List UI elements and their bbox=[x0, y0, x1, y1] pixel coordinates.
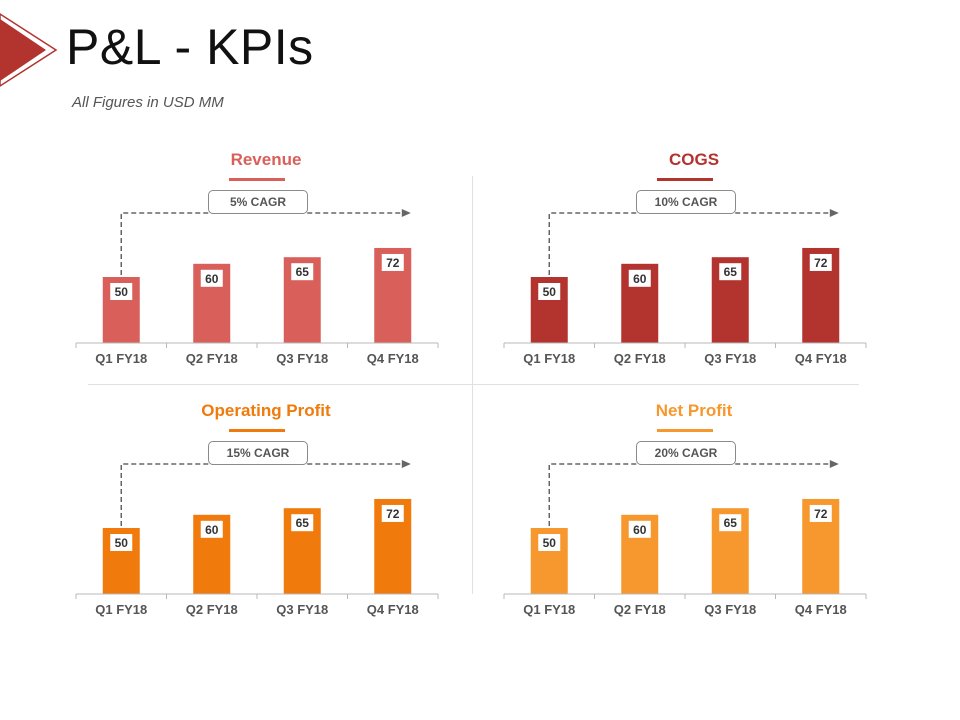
cagr-arrow-line bbox=[120, 212, 402, 275]
x-tick-label: Q1 FY18 bbox=[523, 351, 575, 366]
x-tick-label: Q4 FY18 bbox=[367, 351, 419, 366]
corner-arrow-icon bbox=[0, 13, 58, 87]
operating-profit-chart: Operating Profit 50 Q1 FY18 60 Q2 FY18 65 Q3 … bbox=[75, 401, 456, 641]
x-tick-label: Q2 FY18 bbox=[186, 351, 238, 366]
cagr-badge: 5% CAGR bbox=[208, 190, 308, 214]
data-label: 50 bbox=[115, 285, 129, 299]
data-label-box bbox=[809, 504, 832, 522]
data-label: 60 bbox=[205, 523, 219, 537]
data-label: 50 bbox=[543, 285, 557, 299]
cagr-badge: 20% CAGR bbox=[636, 441, 736, 465]
data-label-box bbox=[719, 263, 742, 281]
x-tick-label: Q3 FY18 bbox=[276, 351, 328, 366]
data-label: 72 bbox=[814, 256, 828, 270]
revenue-chart: Revenue 50 Q1 FY18 60 Q2 FY18 65 Q3 FY18 72 Q4 … bbox=[75, 150, 456, 390]
x-tick-label: Q1 FY18 bbox=[95, 351, 147, 366]
data-label-box bbox=[291, 263, 314, 281]
cogs-chart: COGS 50 Q1 FY18 60 Q2 FY18 65 Q3 FY18 72 Q4 FY1… bbox=[503, 150, 884, 390]
cagr-arrow-line bbox=[548, 463, 830, 526]
bar-chart: 50 Q1 FY18 60 Q2 FY18 65 Q3 FY18 72 Q4 FY18 bbox=[75, 460, 439, 617]
arrow-head-icon bbox=[401, 460, 411, 468]
bar-chart: 50 Q1 FY18 60 Q2 FY18 65 Q3 FY18 72 Q4 FY18 bbox=[503, 209, 867, 366]
data-label-box bbox=[538, 283, 561, 300]
data-label-box bbox=[381, 253, 404, 271]
x-tick-label: Q2 FY18 bbox=[614, 602, 666, 617]
data-label: 60 bbox=[633, 272, 647, 286]
chart-title: COGS bbox=[668, 150, 720, 169]
data-label: 65 bbox=[724, 265, 738, 279]
net-profit-chart: Net Profit 50 Q1 FY18 60 Q2 FY18 65 Q3 FY18 72… bbox=[503, 401, 884, 641]
vertical-divider bbox=[472, 176, 473, 594]
cagr-arrow-line bbox=[548, 212, 830, 275]
title-underline bbox=[229, 429, 285, 432]
subtitle: All Figures in USD MM bbox=[72, 94, 224, 111]
x-tick-label: Q4 FY18 bbox=[367, 602, 419, 617]
data-label-box bbox=[628, 520, 651, 538]
chart-title: Revenue bbox=[230, 150, 302, 169]
x-tick-label: Q3 FY18 bbox=[704, 602, 756, 617]
data-label-box bbox=[538, 534, 561, 551]
data-label: 72 bbox=[386, 507, 400, 521]
cagr-badge: 15% CAGR bbox=[208, 441, 308, 465]
data-label: 65 bbox=[296, 516, 310, 530]
data-label-box bbox=[200, 269, 223, 287]
x-tick-label: Q1 FY18 bbox=[523, 602, 575, 617]
x-tick-label: Q4 FY18 bbox=[795, 351, 847, 366]
data-label-box bbox=[809, 253, 832, 271]
x-tick-label: Q4 FY18 bbox=[795, 602, 847, 617]
horizontal-divider bbox=[88, 384, 859, 385]
data-label: 50 bbox=[543, 536, 557, 550]
arrow-head-icon bbox=[401, 209, 411, 217]
chart-title: Net Profit bbox=[655, 401, 733, 420]
title-underline bbox=[657, 178, 713, 181]
cagr-badge: 10% CAGR bbox=[636, 190, 736, 214]
data-label: 65 bbox=[296, 265, 310, 279]
cagr-arrow-line bbox=[120, 463, 402, 526]
chart-title: Operating Profit bbox=[201, 401, 331, 420]
data-label: 72 bbox=[814, 507, 828, 521]
data-label-box bbox=[381, 504, 404, 522]
title-underline bbox=[229, 178, 285, 181]
arrow-head-icon bbox=[829, 209, 839, 217]
title-underline bbox=[657, 429, 713, 432]
data-label: 50 bbox=[115, 536, 129, 550]
x-tick-label: Q2 FY18 bbox=[614, 351, 666, 366]
arrow-head-icon bbox=[829, 460, 839, 468]
data-label-box bbox=[291, 514, 314, 532]
data-label: 60 bbox=[205, 272, 219, 286]
bar-chart: 50 Q1 FY18 60 Q2 FY18 65 Q3 FY18 72 Q4 FY18 bbox=[75, 209, 439, 366]
data-label: 65 bbox=[724, 516, 738, 530]
data-label-box bbox=[628, 269, 651, 287]
x-tick-label: Q1 FY18 bbox=[95, 602, 147, 617]
data-label-box bbox=[110, 283, 133, 300]
bar-chart: 50 Q1 FY18 60 Q2 FY18 65 Q3 FY18 72 Q4 FY18 bbox=[503, 460, 867, 617]
data-label-box bbox=[200, 520, 223, 538]
x-tick-label: Q3 FY18 bbox=[276, 602, 328, 617]
x-tick-label: Q3 FY18 bbox=[704, 351, 756, 366]
data-label-box bbox=[719, 514, 742, 532]
data-label: 72 bbox=[386, 256, 400, 270]
page-title: P&L - KPIs bbox=[66, 19, 314, 75]
x-tick-label: Q2 FY18 bbox=[186, 602, 238, 617]
data-label: 60 bbox=[633, 523, 647, 537]
data-label-box bbox=[110, 534, 133, 551]
